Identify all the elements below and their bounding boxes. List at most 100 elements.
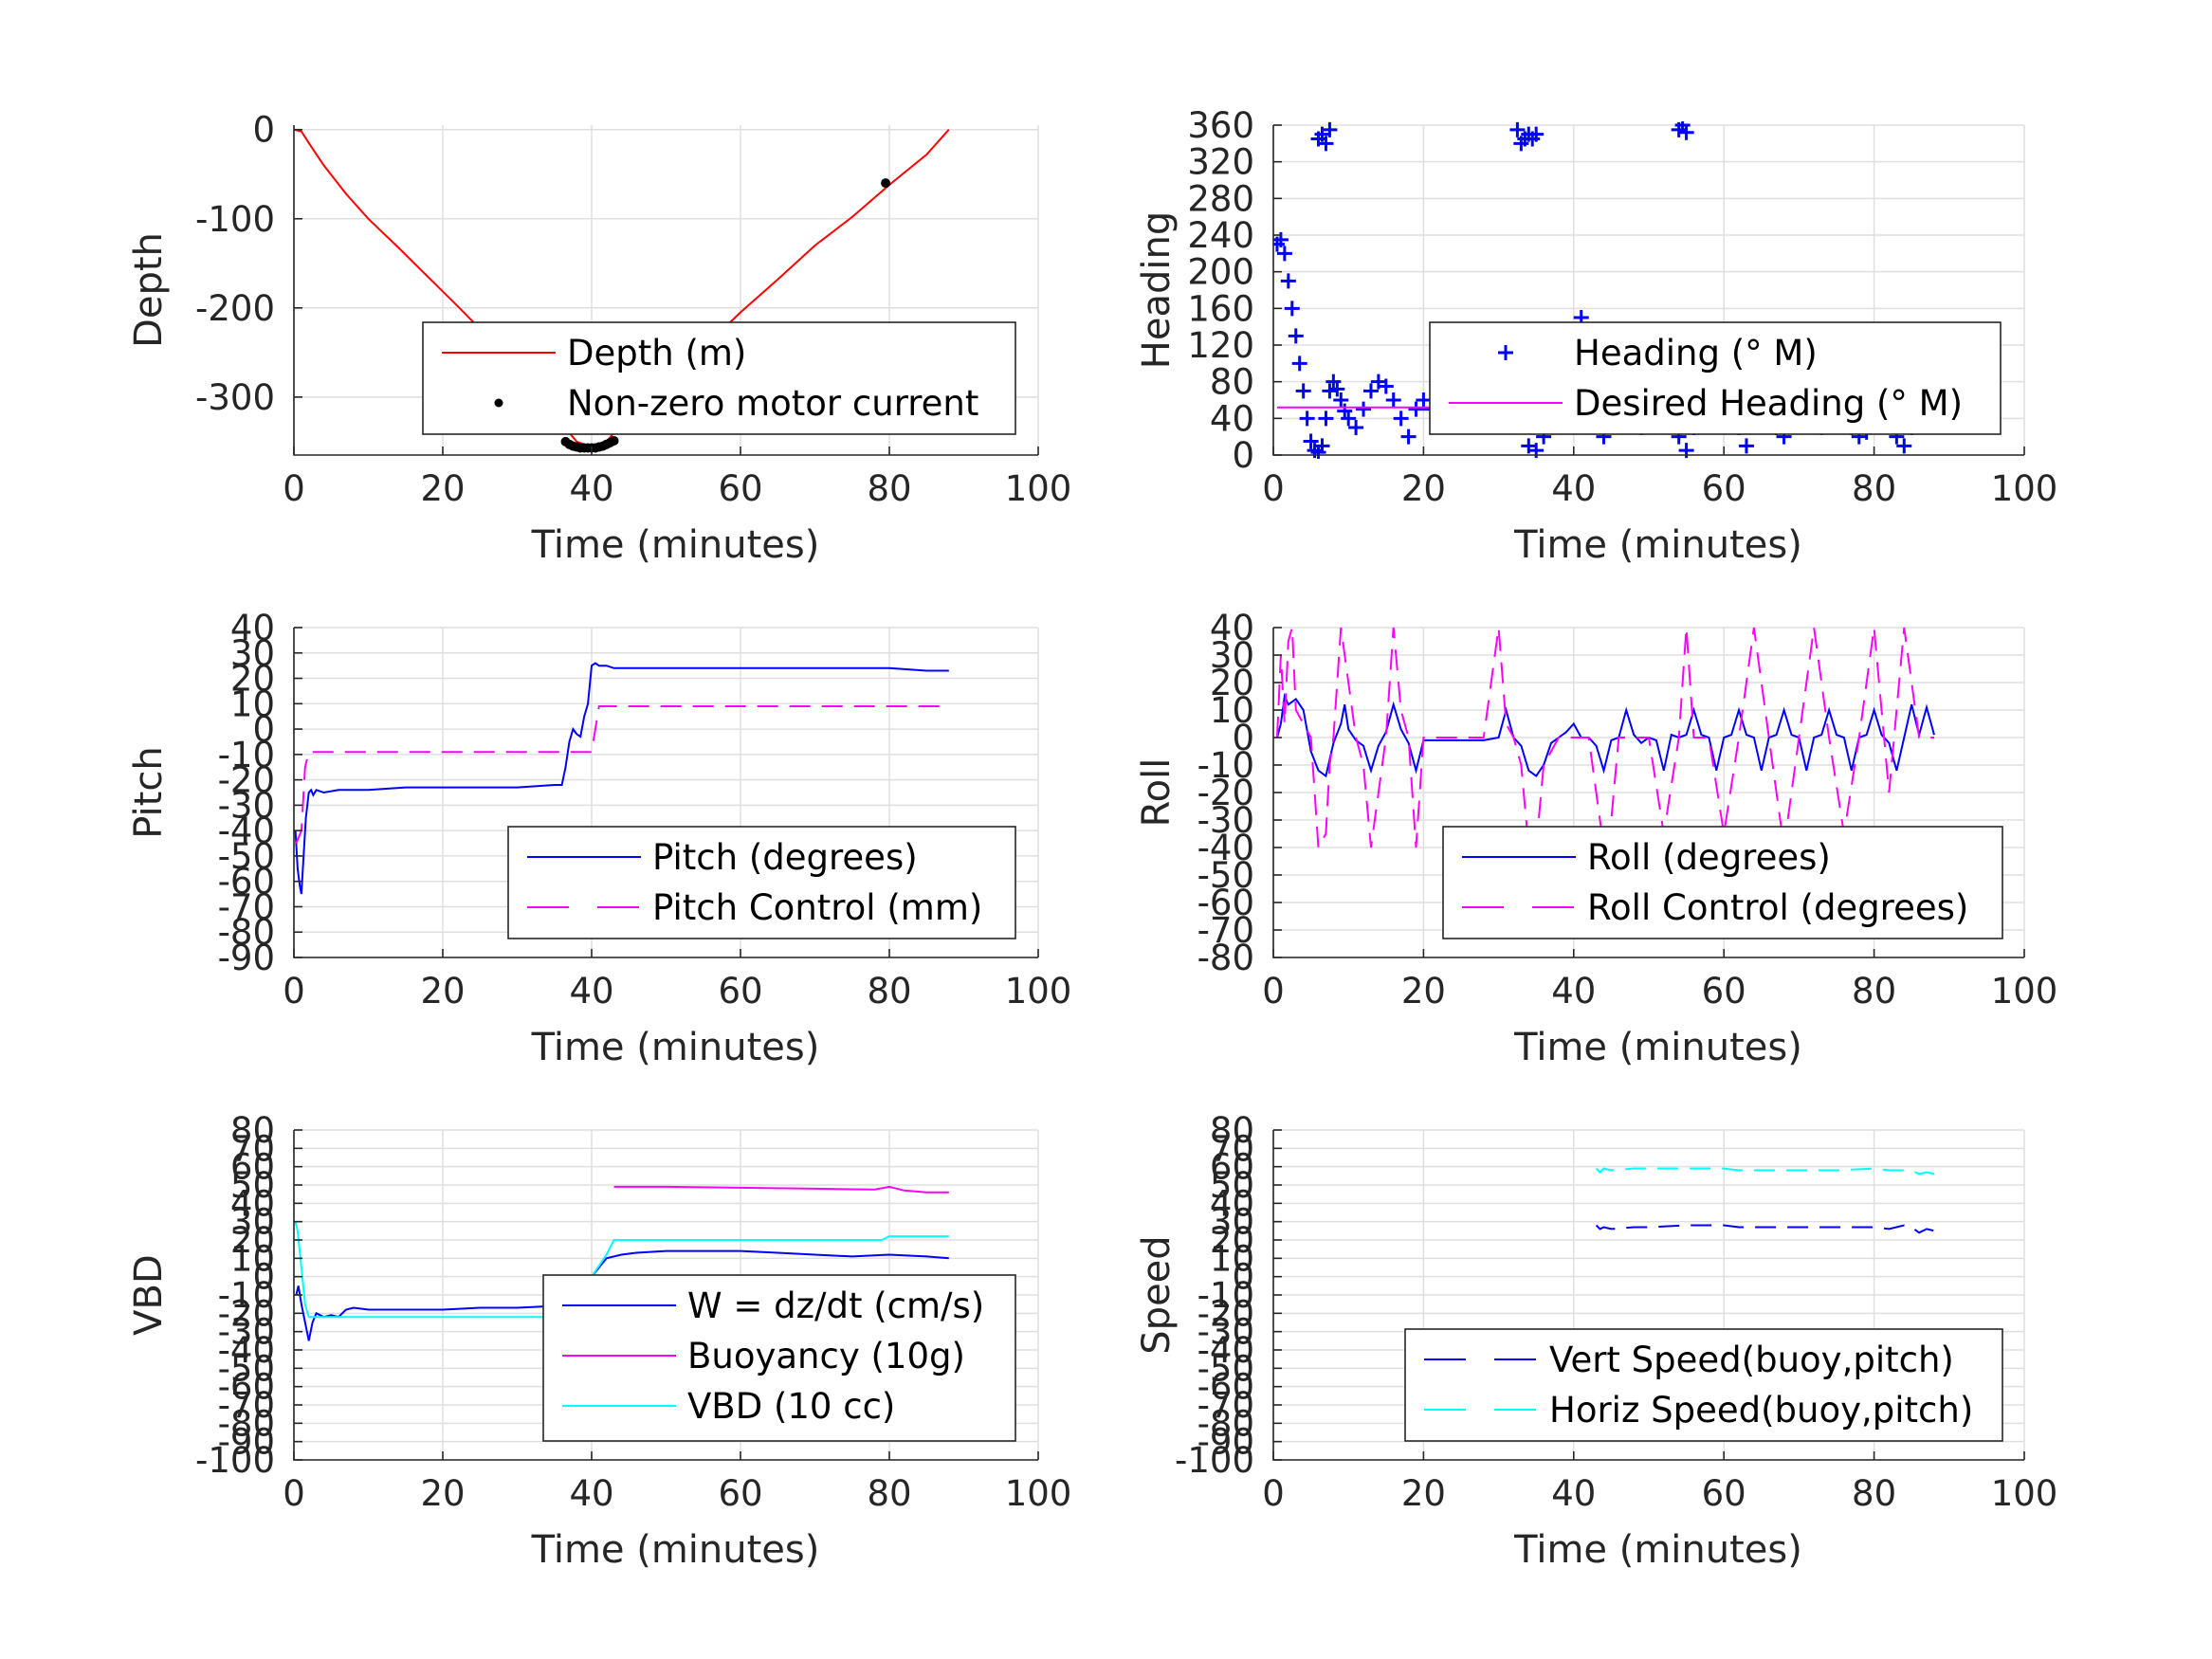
y-axis-label: Roll: [1135, 758, 1179, 828]
y-tick-label: 70: [1210, 1128, 1254, 1169]
y-tick-label: 60: [230, 1147, 275, 1188]
y-tick-label: -30: [1197, 800, 1254, 841]
subplot-3: 0 20 40 60 80 100-90-80-70-60-50-40-30-20-100…: [127, 608, 1071, 1069]
series-2-1-marker: [1362, 383, 1379, 399]
x-tick-label: 100: [1991, 468, 2058, 509]
y-tick-label: 80: [1210, 362, 1254, 403]
x-tick-label: 0: [283, 1473, 305, 1514]
x-tick-label: 0: [1262, 468, 1285, 509]
series-6-1-line: [1595, 1224, 1935, 1234]
y-tick-label: 40: [230, 608, 275, 648]
y-tick-label: 10: [1210, 1238, 1254, 1279]
series-2-1-marker: [1356, 401, 1372, 417]
y-tick-label: 40: [1210, 1183, 1254, 1224]
legend-label: VBD (10 cc): [687, 1386, 895, 1427]
y-tick-label: -50: [218, 1348, 275, 1389]
series-2-1-marker: [1378, 378, 1394, 394]
y-tick-label: 200: [1187, 252, 1254, 293]
y-tick-label: -300: [195, 377, 275, 418]
series-2-1-marker: [1291, 356, 1307, 372]
y-tick-label: -50: [1197, 855, 1254, 896]
y-tick-label: 10: [1210, 690, 1254, 731]
y-tick-label: -30: [1197, 1312, 1254, 1353]
y-tick-label: -70: [1197, 1385, 1254, 1426]
legend-box: [1429, 321, 2002, 435]
y-tick-label: -50: [218, 836, 275, 877]
y-tick-label: -30: [218, 1312, 275, 1353]
y-tick-label: -60: [218, 862, 275, 902]
legend-label: Buoyancy (10g): [687, 1336, 965, 1376]
x-tick-label: 80: [867, 1473, 911, 1514]
y-axis-label: Pitch: [127, 746, 171, 838]
series-2-1-marker: [1341, 410, 1357, 427]
y-tick-label: 20: [230, 659, 275, 700]
y-tick-label: 10: [230, 1238, 275, 1279]
y-tick-label: 40: [230, 1183, 275, 1224]
x-tick-label: 40: [1551, 971, 1596, 1012]
y-tick-label: 160: [1187, 288, 1254, 329]
y-tick-label: 20: [230, 1220, 275, 1261]
x-tick-label: 60: [718, 468, 762, 509]
series-2-1-marker: [1295, 383, 1311, 399]
series-1-2-point: [609, 435, 619, 446]
x-tick-label: 100: [1991, 1473, 2058, 1514]
series-2-1-marker: [1333, 392, 1349, 408]
y-tick-label: 20: [1210, 1220, 1254, 1261]
y-axis-label: VBD: [127, 1254, 171, 1336]
x-tick-label: 40: [569, 1473, 613, 1514]
x-tick-label: 20: [420, 468, 465, 509]
series-2-1-marker: [1288, 328, 1304, 344]
y-tick-label: -60: [1197, 883, 1254, 923]
series-2-1-marker: [1678, 124, 1694, 140]
x-tick-label: 100: [1991, 971, 2058, 1012]
legend-swatch: [494, 398, 503, 408]
subplot-5: 0 20 40 60 80 100-100-90-80-70-60-50-40-30-20…: [127, 1110, 1071, 1572]
legend-label: Pitch (degrees): [652, 837, 918, 878]
series-2-1-marker: [1337, 403, 1353, 419]
x-tick-label: 20: [420, 1473, 465, 1514]
series-1-2-point: [881, 178, 891, 189]
x-tick-label: 0: [1262, 1473, 1285, 1514]
y-tick-label: 30: [230, 1202, 275, 1243]
x-tick-label: 0: [283, 971, 305, 1012]
plot-area: [294, 662, 949, 895]
y-tick-label: -60: [1197, 1367, 1254, 1408]
y-tick-label: -40: [218, 1330, 275, 1371]
y-tick-label: 0: [252, 110, 275, 151]
subplot-2: 0 20 40 60 80 10004080120160200240280320360Ti…: [1135, 105, 2057, 567]
legend-swatch: [1498, 345, 1513, 360]
series-2-1-marker: [1528, 126, 1545, 142]
y-tick-label: 0: [1232, 1257, 1254, 1298]
x-axis-label: Time (minutes): [1513, 523, 1802, 567]
x-tick-label: 100: [1005, 971, 1072, 1012]
y-tick-label: 0: [1232, 718, 1254, 758]
y-tick-label: 50: [1210, 1165, 1254, 1206]
y-tick-label: -80: [218, 1403, 275, 1444]
y-tick-label: 360: [1187, 105, 1254, 146]
legend-label: Vert Speed(buoy,pitch): [1549, 1340, 1954, 1380]
series-3-2-line: [295, 705, 949, 844]
y-tick-label: 120: [1187, 325, 1254, 366]
legend-label: Horiz Speed(buoy,pitch): [1549, 1390, 1973, 1431]
x-tick-label: 40: [569, 468, 613, 509]
y-axis-label: Speed: [1135, 1235, 1179, 1354]
legend: Depth (m) Non-zero motor current: [422, 321, 1016, 435]
x-tick-label: 100: [1005, 1473, 1072, 1514]
x-tick-label: 40: [1551, 468, 1596, 509]
y-tick-label: 40: [1210, 398, 1254, 439]
y-tick-label: -90: [218, 1422, 275, 1463]
series-2-1-marker: [1393, 410, 1409, 427]
legend: W = dz/dt (cm/s) Buoyancy (10g) VBD (10 cc…: [542, 1274, 1016, 1442]
y-tick-label: -70: [218, 886, 275, 927]
y-tick-label: 60: [1210, 1147, 1254, 1188]
y-tick-label: -20: [1197, 1293, 1254, 1334]
series-2-1-marker: [1348, 420, 1364, 435]
legend-label: Non-zero motor current: [567, 383, 978, 424]
series-2-1-marker: [1284, 301, 1300, 317]
y-tick-label: -50: [1197, 1348, 1254, 1389]
series-5-2-line: [613, 1185, 949, 1194]
series-2-1-marker: [1318, 410, 1334, 427]
series-2-1-marker: [1400, 428, 1417, 445]
y-tick-label: 240: [1187, 215, 1254, 256]
